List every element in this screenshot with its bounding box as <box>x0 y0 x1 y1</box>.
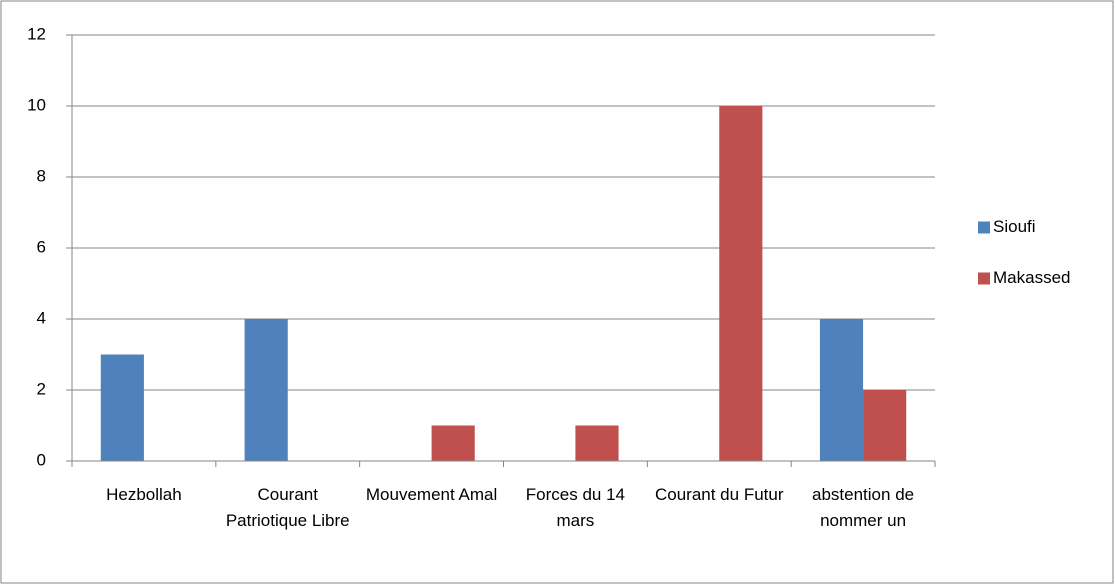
x-tick-label: Hezbollah <box>106 485 182 504</box>
x-tick-label: Mouvement Amal <box>365 485 498 504</box>
y-tick-label: 10 <box>27 95 46 114</box>
legend-label: Makassed <box>993 268 1070 287</box>
y-tick-label: 12 <box>27 24 46 43</box>
y-tick-label: 8 <box>37 166 46 185</box>
y-tick-label: 4 <box>37 308 46 327</box>
x-tick-label: Courant Patriotique Libre <box>225 485 350 530</box>
x-tick-label: Courant du Futur <box>654 485 784 504</box>
bar <box>244 319 288 461</box>
bar <box>863 390 907 461</box>
y-tick-label: 6 <box>37 237 46 256</box>
legend-label: Sioufi <box>993 217 1036 236</box>
legend-swatch <box>978 272 990 285</box>
y-tick-label: 2 <box>37 379 46 398</box>
bar <box>719 106 763 461</box>
x-tick-label: abstention de nommer un <box>812 485 915 530</box>
bar <box>100 354 144 461</box>
legend-swatch <box>978 221 990 234</box>
bar <box>819 319 864 461</box>
bar <box>575 425 619 461</box>
bar <box>431 425 475 461</box>
x-tick-label: Forces du 14 mars <box>525 485 626 530</box>
y-tick-label: 0 <box>37 450 46 469</box>
